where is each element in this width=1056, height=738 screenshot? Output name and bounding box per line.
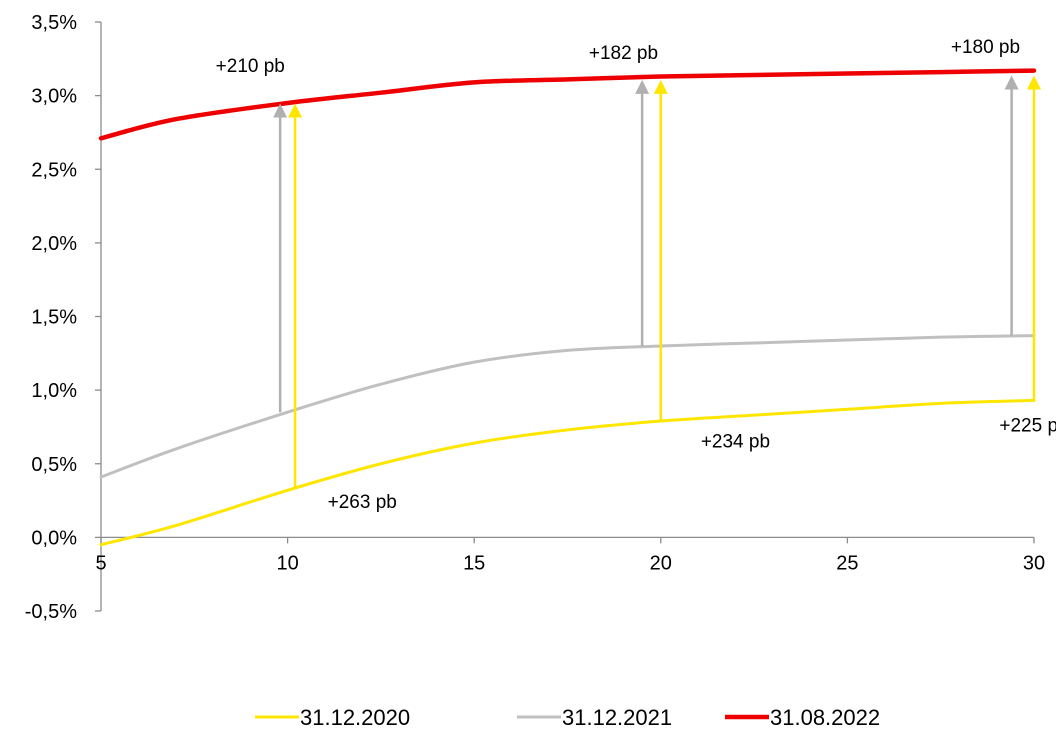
- series-lines: [98, 68, 1037, 547]
- x-tick-label: 30: [1023, 552, 1045, 574]
- y-tick-label: 0,5%: [31, 454, 77, 476]
- change-arrow-head: [653, 79, 668, 94]
- y-tick-label: 1,5%: [31, 307, 77, 329]
- change-annotation: +180 pb: [951, 37, 1020, 58]
- change-annotation: +225 pb: [999, 415, 1056, 436]
- x-tick-label: 15: [463, 552, 485, 574]
- y-tick-label: 2,0%: [31, 233, 77, 255]
- x-tick-labels: 5 10 15 20 25 30: [95, 552, 1045, 574]
- series-line: [99, 398, 1036, 547]
- change-annotation: +263 pb: [328, 492, 397, 513]
- y-tick-label: -0,5%: [25, 601, 77, 623]
- axes: [95, 21, 1035, 612]
- y-tick-label: 1,0%: [31, 380, 77, 402]
- change-arrow-head: [1004, 75, 1019, 90]
- legend: 31.12.2020 31.12.2021 31.08.2022: [255, 705, 880, 730]
- y-tick-labels: 3,5% 3,0% 2,5% 2,0% 1,5% 1,0% 0,5% 0,0% -0,5%: [25, 12, 77, 623]
- y-tick-label: 0,0%: [31, 527, 77, 549]
- change-arrow-head: [288, 103, 303, 118]
- x-tick-label: 25: [836, 552, 858, 574]
- change-annotation: +234 pb: [701, 432, 770, 453]
- annotations: +210 pb +182 pb +180 pb +263 pb +234 pb +225 …: [216, 37, 1056, 513]
- x-tick-label: 10: [276, 552, 298, 574]
- change-arrows: [273, 75, 1041, 489]
- y-tick-label: 3,5%: [31, 12, 77, 34]
- legend-label: 31.08.2022: [770, 705, 880, 730]
- change-arrow-head: [635, 79, 650, 94]
- x-tick-label: 5: [95, 552, 106, 574]
- change-annotation: +182 pb: [589, 43, 658, 64]
- y-tick-label: 3,0%: [31, 86, 77, 108]
- y-tick-label: 2,5%: [31, 159, 77, 181]
- change-arrow-head: [273, 103, 288, 118]
- legend-label: 31.12.2021: [562, 705, 672, 730]
- x-tick-label: 20: [650, 552, 672, 574]
- change-annotation: +210 pb: [216, 56, 285, 77]
- series-line: [98, 68, 1037, 141]
- change-arrow-head: [1027, 75, 1041, 90]
- series-line: [99, 334, 1036, 479]
- legend-label: 31.12.2020: [300, 705, 410, 730]
